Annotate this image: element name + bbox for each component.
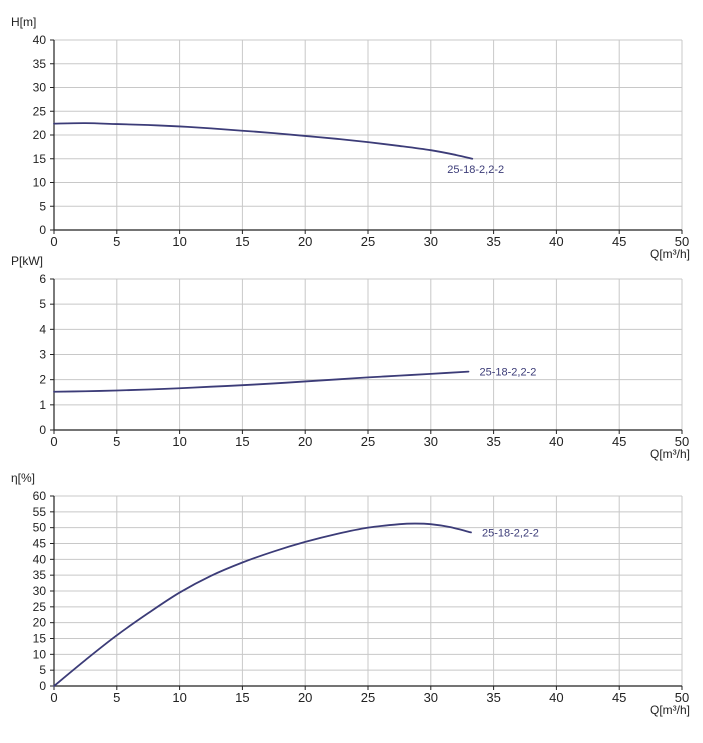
x-tick-label: 35 — [486, 434, 500, 449]
y-tick-label: 30 — [33, 81, 47, 95]
x-tick-label: 20 — [298, 690, 312, 705]
x-tick-label: 10 — [172, 690, 186, 705]
series-label: 25-18-2,2-2 — [447, 164, 504, 176]
series-label: 25-18-2,2-2 — [482, 527, 539, 539]
y-tick-label: 45 — [33, 537, 47, 551]
x-tick-label: 45 — [612, 434, 626, 449]
x-tick-label: 25 — [361, 690, 375, 705]
x-tick-label: 30 — [424, 234, 438, 249]
y-tick-label: 5 — [39, 199, 46, 213]
x-tick-label: 0 — [50, 434, 57, 449]
x-tick-label: 50 — [675, 434, 689, 449]
y-tick-label: 15 — [33, 152, 47, 166]
x-tick-label: 30 — [424, 690, 438, 705]
y-tick-label: 50 — [33, 521, 47, 535]
y-tick-label: 10 — [33, 647, 47, 661]
x-tick-label: 15 — [235, 690, 249, 705]
x-axis-label: Q[m³/h] — [650, 447, 690, 461]
y-tick-label: 60 — [33, 489, 47, 503]
y-tick-label: 0 — [39, 223, 46, 237]
x-tick-label: 50 — [675, 690, 689, 705]
series-line — [53, 122, 474, 160]
y-tick-label: 30 — [33, 584, 47, 598]
x-tick-label: 10 — [172, 234, 186, 249]
x-tick-label: 15 — [235, 434, 249, 449]
x-tick-label: 40 — [549, 690, 563, 705]
y-tick-label: 20 — [33, 616, 47, 630]
x-tick-label: 0 — [50, 234, 57, 249]
x-tick-label: 50 — [675, 234, 689, 249]
x-tick-label: 35 — [486, 690, 500, 705]
y-tick-label: 5 — [39, 663, 46, 677]
y-tick-label: 20 — [33, 128, 47, 142]
x-tick-label: 35 — [486, 234, 500, 249]
y-tick-label: 3 — [39, 348, 46, 362]
x-tick-label: 25 — [361, 434, 375, 449]
y-axis-label: P[kW] — [11, 254, 43, 268]
x-axis-label: Q[m³/h] — [650, 703, 690, 717]
y-tick-label: 1 — [39, 398, 46, 412]
y-tick-label: 35 — [33, 57, 47, 71]
x-tick-label: 5 — [113, 434, 120, 449]
series-line — [53, 370, 470, 393]
y-tick-label: 25 — [33, 600, 47, 614]
y-tick-label: 10 — [33, 176, 47, 190]
x-tick-label: 25 — [361, 234, 375, 249]
y-tick-label: 25 — [33, 104, 47, 118]
series-label: 25-18-2,2-2 — [479, 367, 536, 379]
y-tick-label: 40 — [33, 552, 47, 566]
x-tick-label: 0 — [50, 690, 57, 705]
y-tick-label: 0 — [39, 423, 46, 437]
x-tick-label: 20 — [298, 234, 312, 249]
y-tick-label: 6 — [39, 272, 46, 286]
chart-panel-head: 0 5 10 15 20 25 30 35 40 0 5 10 15 20 25 30 35 40 45 50 H[m]… — [11, 15, 690, 261]
x-axis-label: Q[m³/h] — [650, 247, 690, 261]
y-axis-label: η[%] — [11, 471, 35, 485]
y-tick-label: 2 — [39, 373, 46, 387]
y-axis-label: H[m] — [11, 15, 36, 29]
x-tick-label: 40 — [549, 434, 563, 449]
x-tick-label: 20 — [298, 434, 312, 449]
x-tick-label: 30 — [424, 434, 438, 449]
x-tick-label: 45 — [612, 690, 626, 705]
y-tick-label: 4 — [39, 322, 46, 336]
x-tick-label: 10 — [172, 434, 186, 449]
x-tick-label: 5 — [113, 234, 120, 249]
y-tick-label: 0 — [39, 679, 46, 693]
y-tick-label: 15 — [33, 632, 47, 646]
x-tick-label: 40 — [549, 234, 563, 249]
x-tick-label: 5 — [113, 690, 120, 705]
x-tick-label: 15 — [235, 234, 249, 249]
series-line — [53, 522, 472, 687]
y-tick-label: 35 — [33, 568, 47, 582]
y-tick-label: 40 — [33, 33, 47, 47]
y-tick-label: 5 — [39, 297, 46, 311]
y-tick-label: 55 — [33, 505, 47, 519]
x-tick-label: 45 — [612, 234, 626, 249]
